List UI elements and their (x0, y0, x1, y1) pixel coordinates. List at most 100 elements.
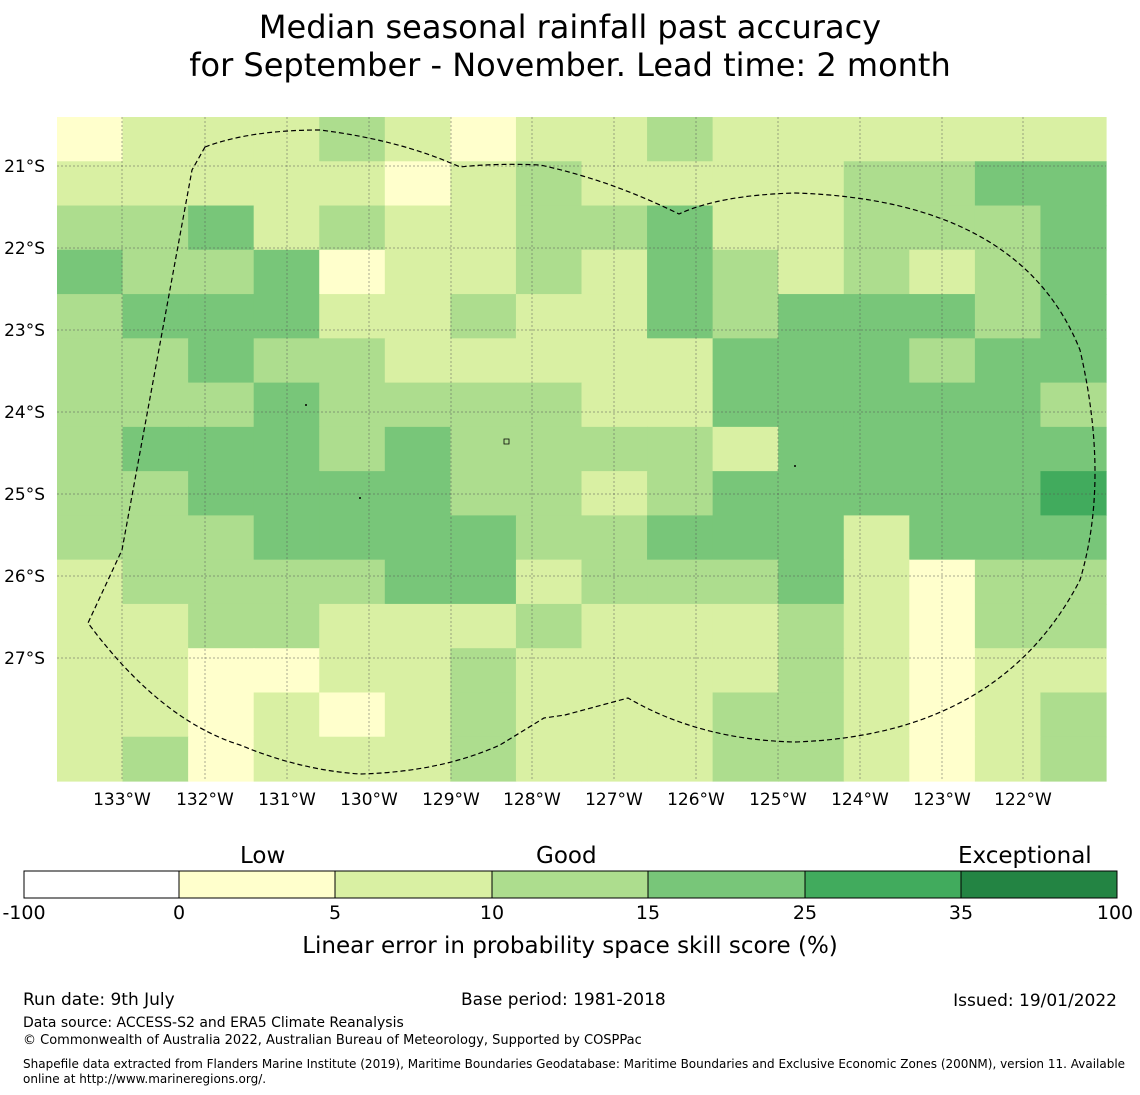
skill-cell (712, 736, 779, 782)
skill-cell (1040, 559, 1107, 605)
longitude-label: 126°W (667, 790, 725, 810)
skill-cell (843, 382, 910, 428)
shapefile-credit: Shapefile data extracted from Flanders M… (23, 1057, 1126, 1086)
skill-cell (319, 294, 386, 339)
longitude-label: 131°W (258, 790, 316, 810)
longitude-label: 128°W (503, 790, 561, 810)
skill-cell (384, 559, 451, 605)
skill-cell (450, 117, 517, 162)
skill-cell (1040, 117, 1107, 162)
skill-cell (581, 426, 648, 472)
skill-cell (188, 249, 255, 295)
colorbar-tick: 0 (172, 902, 186, 924)
skill-cell (122, 692, 189, 738)
skill-cell (843, 736, 910, 782)
colorbar-tick: 10 (479, 902, 505, 924)
skill-cell (515, 692, 583, 738)
map-title-line-2: for September - November. Lead time: 2 m… (189, 46, 951, 84)
data-source: Data source: ACCESS-S2 and ERA5 Climate … (23, 1015, 404, 1031)
skill-cell (581, 294, 648, 339)
skill-cell (319, 338, 386, 384)
skill-cell (319, 603, 386, 649)
skill-cell (515, 294, 583, 339)
skill-cell (253, 249, 320, 295)
skill-cell (1040, 648, 1107, 694)
skill-cell (974, 471, 1042, 516)
skill-cell (712, 205, 779, 251)
graticule (57, 117, 1106, 781)
skill-cell (384, 249, 451, 295)
colorbar-tick: 100 (1096, 902, 1134, 924)
skill-cell (515, 249, 583, 295)
skill-cell (253, 205, 320, 251)
skill-cell (909, 426, 976, 472)
skill-cell (122, 294, 189, 339)
colorbar-segment (960, 870, 1118, 899)
colorbar-segment (804, 870, 962, 899)
skill-cell (778, 515, 845, 561)
skill-cell (581, 603, 648, 649)
skill-cell (122, 603, 189, 649)
skill-cell (843, 603, 910, 649)
skill-cell (909, 117, 976, 162)
skill-cell (843, 648, 910, 694)
colorbar-tick: 35 (948, 902, 974, 924)
islets (305, 404, 796, 499)
skill-cell (909, 559, 976, 605)
skill-cell (909, 205, 976, 251)
skill-cell (909, 515, 976, 561)
skill-cell (515, 205, 583, 251)
colorbar-segment (178, 870, 336, 899)
skill-cell (712, 117, 779, 162)
colorbar-label: Linear error in probability space skill … (302, 933, 838, 959)
skill-cell (515, 117, 583, 162)
skill-cell (974, 249, 1042, 295)
skill-cell (909, 161, 976, 207)
skill-cell (122, 426, 189, 472)
skill-cell (974, 515, 1042, 561)
skill-cell (319, 426, 386, 472)
skill-cell (843, 161, 910, 207)
latitude-label: 25°S (4, 485, 45, 505)
colorbar-category-good: Good (536, 843, 597, 869)
skill-cell (843, 338, 910, 384)
skill-cell (712, 692, 779, 738)
colorbar-category-exceptional: Exceptional (958, 843, 1092, 869)
latitude-label: 22°S (4, 239, 45, 259)
skill-cell (188, 515, 255, 561)
skill-cell (384, 161, 451, 207)
skill-cell (515, 338, 583, 384)
skill-cell (450, 161, 517, 207)
skill-cell (1040, 294, 1107, 339)
skill-cell (778, 249, 845, 295)
skill-cell (122, 205, 189, 251)
skill-cell (843, 426, 910, 472)
skill-cell (909, 603, 976, 649)
skill-cell (647, 603, 714, 649)
skill-cell (515, 648, 583, 694)
skill-cell (384, 382, 451, 428)
skill-cell (319, 692, 386, 738)
skill-cell (843, 205, 910, 251)
skill-cell (515, 603, 583, 649)
skill-cell (1040, 205, 1107, 251)
skill-cell (974, 117, 1042, 162)
skill-cell (712, 426, 779, 472)
skill-cell (450, 249, 517, 295)
colorbar-segment (23, 870, 180, 899)
colorbar-tick: 25 (792, 902, 818, 924)
skill-cell (778, 205, 845, 251)
map-title-line-1: Median seasonal rainfall past accuracy (258, 8, 882, 46)
skill-cell (57, 117, 124, 162)
skill-cell (1040, 161, 1107, 207)
skill-cell (778, 648, 845, 694)
longitude-labels: 133°W 132°W 131°W 130°W 129°W 128°W 127°W 126°W… (93, 790, 1052, 810)
skill-cell (712, 648, 779, 694)
skill-cell (843, 117, 910, 162)
skill-cell (450, 648, 517, 694)
skill-cell (188, 471, 255, 516)
skill-cell (57, 648, 124, 694)
skill-cell (712, 559, 779, 605)
skill-cell (384, 648, 451, 694)
